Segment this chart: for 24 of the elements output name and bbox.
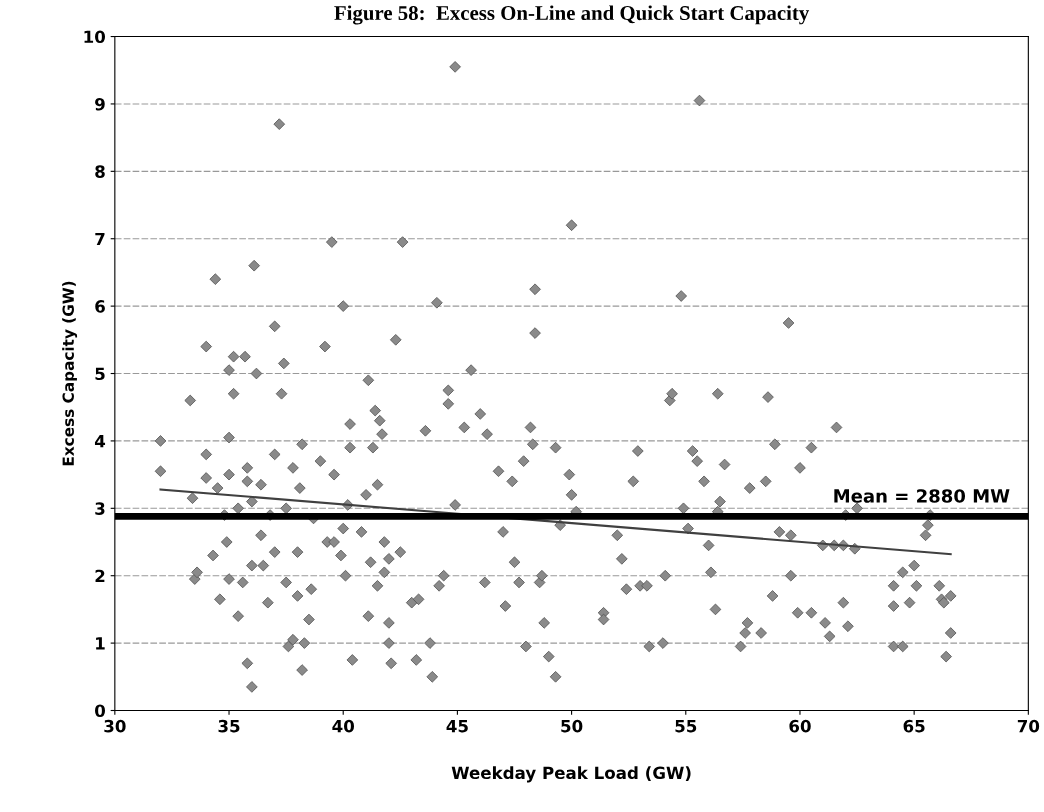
y-tick-label: 4 — [94, 435, 106, 448]
y-tick-label: 5 — [95, 367, 105, 381]
y-tick-label: 2 — [95, 569, 105, 583]
x-tick-label: 45 — [446, 720, 468, 733]
y-tick-label: 1 — [96, 637, 105, 650]
x-tick-label: 55 — [675, 720, 697, 733]
y-tick-label: 6 — [95, 300, 105, 313]
y-tick-label: 10 — [84, 30, 106, 44]
x-tick-label: 70 — [1017, 719, 1040, 733]
x-axis-title: Weekday Peak Load (GW) — [451, 766, 691, 783]
y-tick-label: 0 — [95, 704, 106, 718]
y-tick-label: 8 — [95, 165, 105, 178]
ref-line-label: Mean = 2880 MW — [834, 489, 1010, 503]
y-axis-title: Excess Capacity (GW) — [62, 281, 78, 466]
x-tick-label: 50 — [561, 719, 583, 733]
x-tick-label: 40 — [332, 719, 355, 733]
x-tick-label: 60 — [789, 719, 811, 733]
y-tick-label: 9 — [95, 97, 105, 111]
y-tick-label: 7 — [95, 232, 105, 246]
x-tick-label: 35 — [218, 719, 240, 733]
chart-title: Figure 58: Excess On-Line and Quick Start Capacity — [334, 5, 810, 25]
x-tick-label: 30 — [104, 719, 126, 733]
x-tick-label: 65 — [903, 719, 925, 733]
y-tick-label: 3 — [95, 502, 105, 515]
